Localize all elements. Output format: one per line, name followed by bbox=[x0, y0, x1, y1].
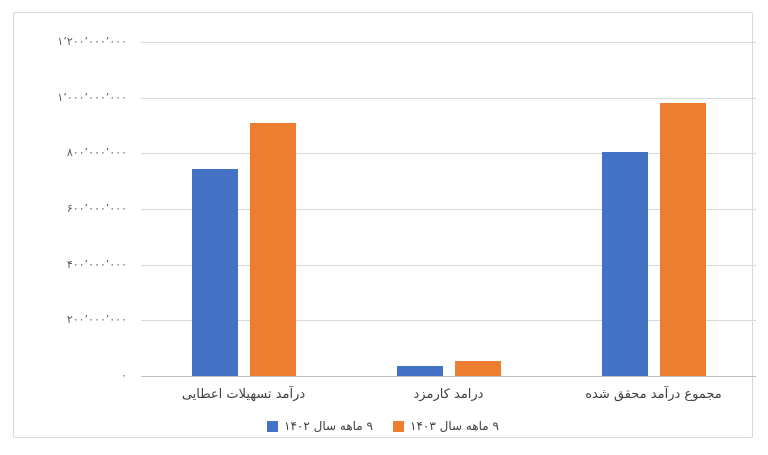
y-tick-label: ۴۰۰٬۰۰۰٬۰۰۰ bbox=[66, 257, 127, 271]
bar-series1-cat2 bbox=[396, 366, 443, 376]
x-axis-line bbox=[141, 376, 756, 377]
bar-series1-cat3 bbox=[601, 152, 648, 376]
plot-area bbox=[141, 42, 756, 377]
y-tick-label: ۱٬۰۰۰٬۰۰۰٬۰۰۰ bbox=[57, 90, 127, 104]
gridline bbox=[141, 264, 756, 266]
bar-series2-cat2 bbox=[454, 361, 501, 376]
legend-swatch-icon bbox=[393, 420, 404, 432]
legend-label: ۹ ماهه سال ۱۴۰۳ bbox=[410, 419, 499, 433]
y-tick-label: ۲۰۰٬۰۰۰٬۰۰۰ bbox=[66, 313, 127, 327]
legend-item: ۹ ماهه سال ۱۴۰۲ bbox=[267, 419, 373, 433]
legend-label: ۹ ماهه سال ۱۴۰۲ bbox=[284, 419, 373, 433]
chart-frame: ۰ ۲۰۰٬۰۰۰٬۰۰۰ ۴۰۰٬۰۰۰٬۰۰۰ ۶۰۰٬۰۰۰٬۰۰۰ ۸۰۰٬۰۰… bbox=[13, 12, 756, 438]
legend-item: ۹ ماهه سال ۱۴۰۳ bbox=[393, 419, 499, 433]
legend-swatch-icon bbox=[267, 420, 279, 432]
gridline bbox=[141, 209, 756, 210]
gridline bbox=[141, 97, 756, 99]
legend: ۹ ماهه سال ۱۴۰۲ ۹ ماهه سال ۱۴۰۳ bbox=[14, 419, 752, 433]
y-tick-label: ۶۰۰٬۰۰۰٬۰۰۰ bbox=[66, 202, 127, 215]
gridline bbox=[141, 42, 756, 43]
category-label: درامد کارمزد bbox=[413, 387, 484, 402]
category-label: مجموع درآمد محقق شده bbox=[585, 387, 722, 402]
category-label: درآمد تسهیلات اعطایی bbox=[181, 387, 306, 402]
y-tick-label: ۸۰۰٬۰۰۰٬۰۰۰ bbox=[66, 146, 127, 160]
bar-series1-cat1 bbox=[191, 169, 238, 376]
y-tick-label: ۰ bbox=[121, 369, 127, 382]
gridline bbox=[141, 153, 756, 155]
bar-series2-cat1 bbox=[249, 123, 296, 376]
gridline bbox=[141, 320, 756, 322]
y-tick-label: ۱٬۲۰۰٬۰۰۰٬۰۰۰ bbox=[57, 35, 127, 48]
bar-series2-cat3 bbox=[659, 103, 706, 376]
